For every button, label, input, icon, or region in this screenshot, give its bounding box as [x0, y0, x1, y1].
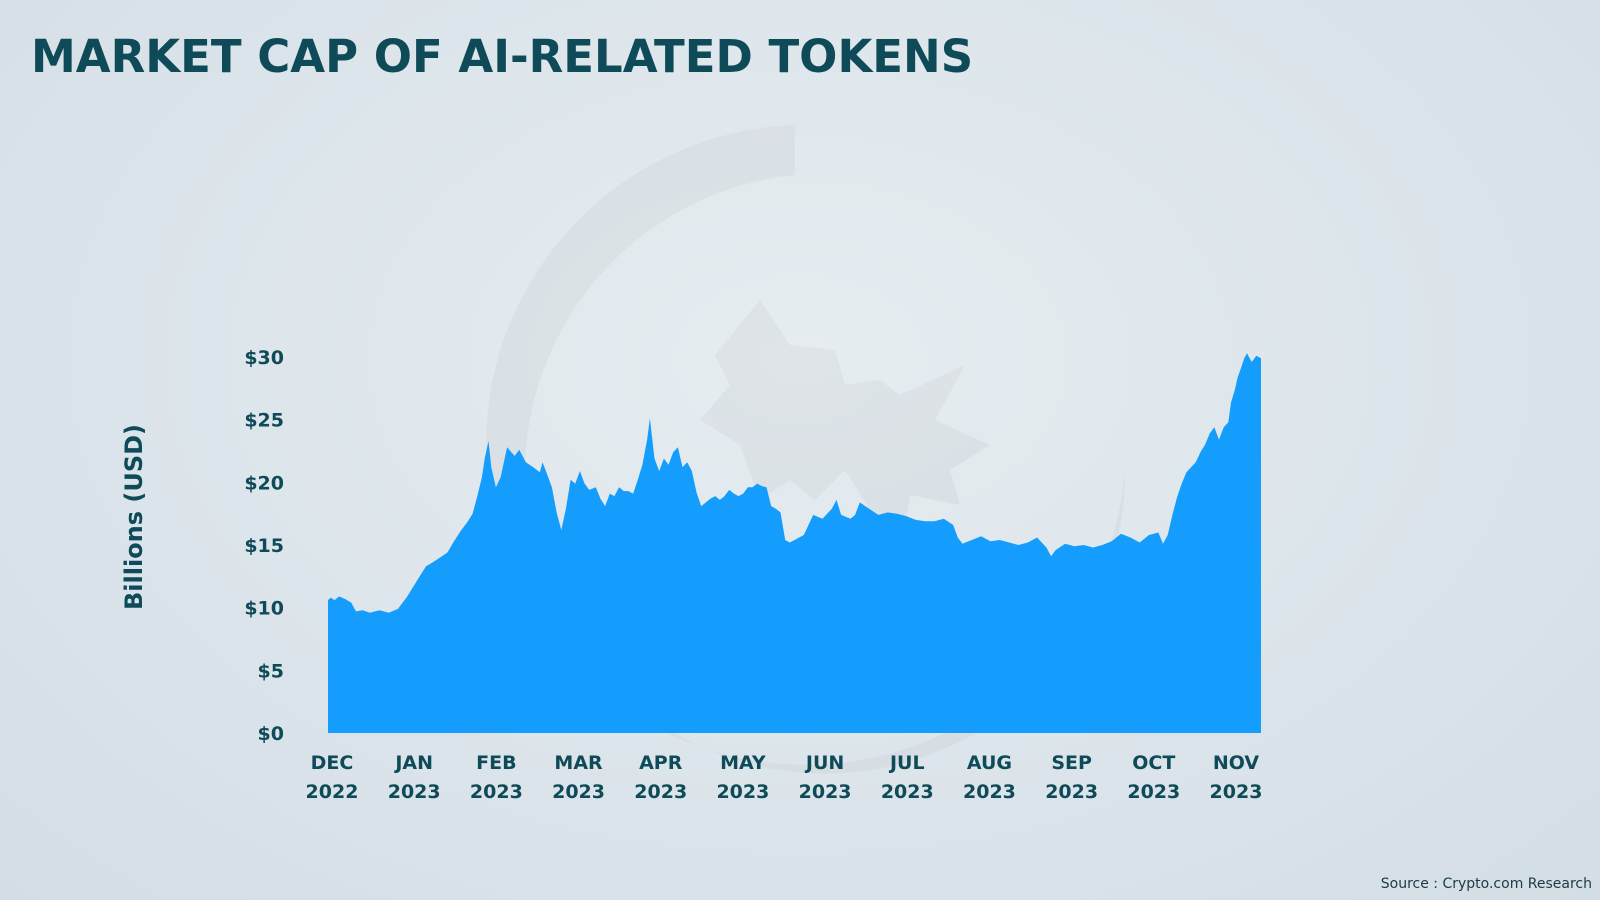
y-tick-label: $20 — [244, 472, 284, 494]
x-tick-month-label: JUN — [804, 752, 844, 774]
y-tick-label: $0 — [258, 723, 284, 745]
x-tick-month-label: AUG — [967, 752, 1012, 774]
page-title: MARKET CAP OF AI-RELATED TOKENS — [31, 30, 974, 83]
y-tick-label: $30 — [244, 347, 284, 369]
x-tick-year-label: 2023 — [1127, 781, 1180, 803]
y-axis-ticks: $30 $25 $20 $15 $10 $5 $0 — [244, 347, 284, 745]
source-note: Source : Crypto.com Research — [1380, 876, 1592, 892]
x-tick-year-label: 2023 — [799, 781, 852, 803]
x-tick-year-label: 2023 — [470, 781, 523, 803]
x-tick-year-label: 2023 — [634, 781, 687, 803]
y-tick-label: $10 — [244, 598, 284, 620]
x-tick-year-label: 2022 — [306, 781, 359, 803]
x-tick-year-label: 2023 — [963, 781, 1016, 803]
y-tick-label: $25 — [244, 410, 284, 432]
maple-leaf-icon — [700, 300, 990, 525]
x-tick-month-label: DEC — [311, 752, 354, 774]
y-tick-label: $15 — [244, 535, 284, 557]
x-tick-month-label: MAY — [720, 752, 766, 774]
x-tick-month-label: FEB — [476, 752, 516, 774]
x-tick-month-label: JUL — [888, 752, 925, 774]
x-tick-month-label: OCT — [1132, 752, 1175, 774]
x-tick-year-label: 2023 — [716, 781, 769, 803]
x-tick-year-label: 2023 — [388, 781, 441, 803]
x-tick-year-label: 2023 — [881, 781, 934, 803]
x-tick-month-label: JAN — [393, 752, 433, 774]
y-tick-label: $5 — [258, 660, 284, 682]
x-tick-year-label: 2023 — [552, 781, 605, 803]
x-tick-month-label: MAR — [554, 752, 603, 774]
y-axis-title: Billions (USD) — [120, 424, 148, 610]
x-tick-year-label: 2023 — [1045, 781, 1098, 803]
market-cap-area — [328, 353, 1261, 733]
x-tick-month-label: APR — [639, 752, 683, 774]
x-tick-year-label: 2023 — [1210, 781, 1263, 803]
x-tick-month-label: SEP — [1051, 752, 1092, 774]
x-axis-ticks: DEC 2022 JAN 2023 FEB 2023 MAR 2023 APR 2023 MAY 20… — [306, 752, 1263, 803]
x-tick-month-label: NOV — [1213, 752, 1260, 774]
